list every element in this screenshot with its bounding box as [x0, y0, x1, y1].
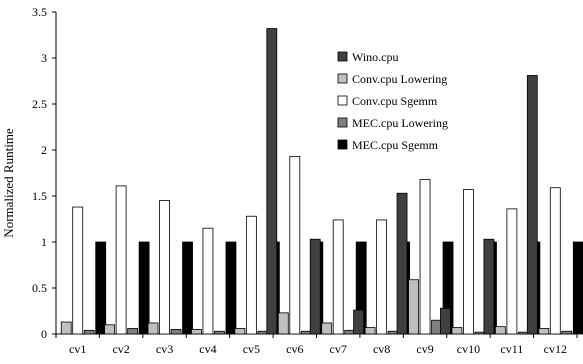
- bar: [494, 326, 506, 335]
- y-tick-label: 0.5: [32, 281, 47, 295]
- bar: [440, 307, 451, 335]
- y-tick-label: 2: [41, 143, 47, 157]
- bar: [159, 200, 170, 335]
- x-tick-label: cv12: [544, 342, 567, 356]
- legend-label: MEC.cpu Lowering: [352, 116, 448, 130]
- legend-label: Conv.cpu Sgemm: [352, 94, 438, 108]
- bar: [376, 219, 388, 335]
- bar: [463, 189, 474, 335]
- bar: [72, 206, 84, 335]
- legend-swatch: [337, 51, 348, 62]
- bar: [225, 241, 237, 335]
- y-tick-label: 3.5: [32, 5, 47, 19]
- bar: [572, 241, 583, 335]
- legend-swatch: [337, 95, 348, 106]
- bar: [419, 179, 431, 335]
- x-tick-label: cv9: [416, 342, 433, 356]
- legend-label: Wino.cpu: [352, 50, 399, 64]
- bar: [202, 227, 214, 335]
- y-tick-label: 1: [41, 235, 47, 249]
- bar: [549, 187, 561, 335]
- bar: [138, 241, 150, 335]
- axes: 0 0.5 1 1.5 2 2.5 3 3.5 cv1 cv2 cv3 cv4 cv5 cv6 cv7 cv8…: [32, 5, 578, 356]
- bar: [396, 192, 408, 335]
- bar: [506, 208, 518, 335]
- bar: [309, 238, 321, 335]
- bar: [127, 328, 139, 335]
- y-tick-label: 2.5: [32, 97, 47, 111]
- bar: [277, 312, 289, 335]
- bars: [60, 28, 583, 335]
- bar: [344, 329, 356, 335]
- bar: [408, 279, 419, 335]
- legend: Wino.cpu Conv.cpu Lowering Conv.cpu Sgemm M…: [337, 50, 448, 152]
- bar: [60, 321, 72, 335]
- y-tick-label: 1.5: [32, 189, 47, 203]
- bar: [245, 215, 257, 335]
- x-tick-label: cv8: [373, 342, 390, 356]
- bar: [104, 324, 116, 335]
- legend-label: MEC.cpu Sgemm: [352, 138, 439, 152]
- legend-swatch: [337, 117, 348, 128]
- x-tick-label: cv7: [330, 342, 347, 356]
- x-tick-label: cv3: [156, 342, 173, 356]
- x-tick-label: cv6: [286, 342, 303, 356]
- y-axis-label: Normalized Runtime: [1, 128, 16, 238]
- x-tick-label: cv4: [199, 342, 216, 356]
- y-tick-label: 0: [41, 327, 47, 341]
- legend-label: Conv.cpu Lowering: [352, 72, 447, 86]
- x-tick-label: cv1: [69, 342, 86, 356]
- legend-swatch: [337, 139, 348, 150]
- bar: [300, 330, 312, 335]
- bar: [538, 328, 550, 335]
- legend-swatch: [337, 73, 348, 84]
- x-tick-label: cv10: [457, 342, 480, 356]
- bar: [364, 327, 376, 335]
- bar: [321, 322, 333, 335]
- bar: [526, 75, 538, 335]
- bar: [289, 156, 301, 335]
- bar: [182, 241, 193, 335]
- bar: [353, 309, 365, 335]
- bar: [95, 241, 107, 335]
- bar: [387, 330, 399, 335]
- bar: [83, 329, 95, 335]
- bar: [257, 330, 269, 335]
- bar: [170, 328, 182, 335]
- bar: [214, 330, 225, 335]
- x-tick-label: cv11: [500, 342, 523, 356]
- bar: [474, 331, 486, 335]
- bar: [431, 319, 442, 335]
- bar: [147, 322, 159, 335]
- bar: [483, 238, 495, 335]
- y-tick-label: 3: [41, 51, 47, 65]
- bar: [266, 28, 278, 335]
- bar: [332, 219, 344, 335]
- bar: [191, 328, 202, 335]
- bar: [234, 328, 246, 335]
- bar: [561, 330, 573, 335]
- x-tick-label: cv5: [243, 342, 260, 356]
- x-tick-label: cv2: [112, 342, 129, 356]
- bar: [451, 327, 463, 335]
- bar: [115, 185, 127, 335]
- bar: [517, 331, 529, 335]
